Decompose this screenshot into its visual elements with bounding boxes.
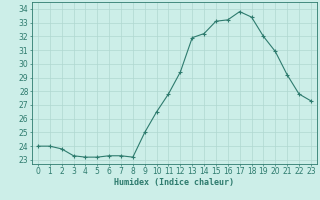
X-axis label: Humidex (Indice chaleur): Humidex (Indice chaleur) bbox=[115, 178, 234, 187]
